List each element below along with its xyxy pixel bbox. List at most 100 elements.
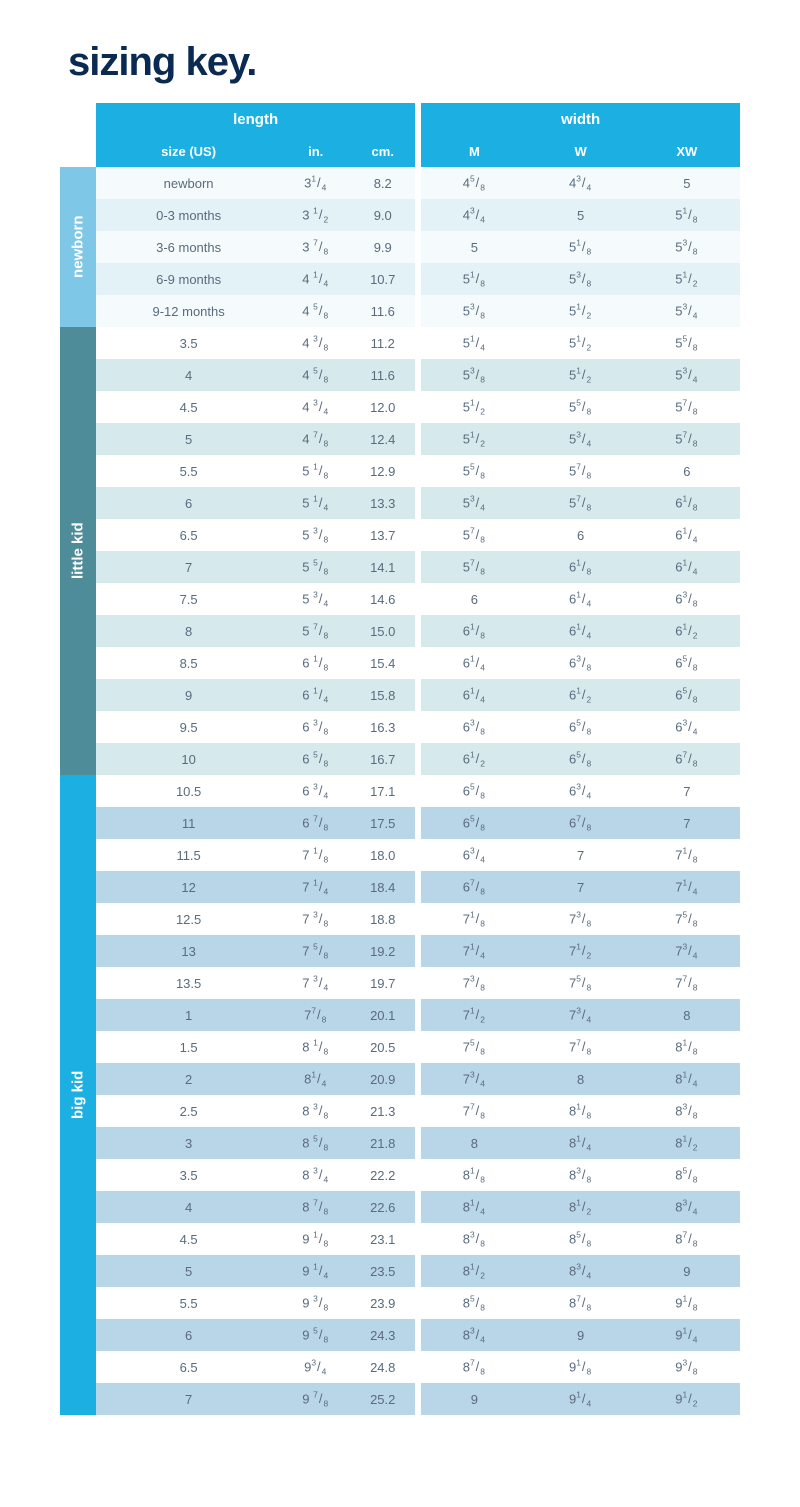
cell-size: 9-12 months bbox=[96, 295, 281, 327]
cell-m: 71/2 bbox=[421, 999, 527, 1031]
cell-m: 55/8 bbox=[421, 455, 527, 487]
header-length: length bbox=[96, 103, 415, 135]
cell-cm: 9.0 bbox=[350, 199, 415, 231]
cell-cm: 24.3 bbox=[350, 1319, 415, 1351]
cell-size: 4 bbox=[96, 359, 281, 391]
table-row: 106 5/816.761/265/867/8 bbox=[60, 743, 740, 775]
cell-cm: 23.5 bbox=[350, 1255, 415, 1287]
cell-in: 9 1/8 bbox=[281, 1223, 350, 1255]
table-row: 281/420.973/4881/4 bbox=[60, 1063, 740, 1095]
cell-size: 8 bbox=[96, 615, 281, 647]
cell-w: 61/4 bbox=[527, 583, 633, 615]
cell-in: 6 3/8 bbox=[281, 711, 350, 743]
page-title: sizing key. bbox=[68, 40, 740, 85]
cell-xw: 85/8 bbox=[634, 1159, 740, 1191]
cell-size: 10.5 bbox=[96, 775, 281, 807]
cell-xw: 75/8 bbox=[634, 903, 740, 935]
cell-xw: 51/8 bbox=[634, 199, 740, 231]
cell-in: 6 1/4 bbox=[281, 679, 350, 711]
cell-in: 5 3/4 bbox=[281, 583, 350, 615]
table-row: 5.59 3/823.985/887/891/8 bbox=[60, 1287, 740, 1319]
cell-size: 2.5 bbox=[96, 1095, 281, 1127]
header-width: width bbox=[421, 103, 740, 135]
cell-w: 53/8 bbox=[527, 263, 633, 295]
cell-xw: 61/8 bbox=[634, 487, 740, 519]
cell-cm: 17.1 bbox=[350, 775, 415, 807]
cell-w: 51/2 bbox=[527, 359, 633, 391]
cell-xw: 87/8 bbox=[634, 1223, 740, 1255]
cell-size: 6.5 bbox=[96, 519, 281, 551]
cell-w: 65/8 bbox=[527, 711, 633, 743]
cell-xw: 5 bbox=[634, 167, 740, 199]
header-cm: cm. bbox=[350, 135, 415, 167]
table-row: 3.58 3/422.281/883/885/8 bbox=[60, 1159, 740, 1191]
cell-size: 11.5 bbox=[96, 839, 281, 871]
cell-xw: 53/4 bbox=[634, 359, 740, 391]
cell-m: 73/4 bbox=[421, 1063, 527, 1095]
cell-m: 67/8 bbox=[421, 871, 527, 903]
cell-m: 71/4 bbox=[421, 935, 527, 967]
cell-m: 57/8 bbox=[421, 519, 527, 551]
cell-size: 10 bbox=[96, 743, 281, 775]
cell-in: 9 1/4 bbox=[281, 1255, 350, 1287]
table-row: 85 7/815.061/861/461/2 bbox=[60, 615, 740, 647]
cell-xw: 91/8 bbox=[634, 1287, 740, 1319]
cell-size: 13 bbox=[96, 935, 281, 967]
cell-xw: 71/4 bbox=[634, 871, 740, 903]
table-row: 6.593/424.887/891/893/8 bbox=[60, 1351, 740, 1383]
cell-in: 6 5/8 bbox=[281, 743, 350, 775]
cell-size: 3.5 bbox=[96, 1159, 281, 1191]
cell-cm: 14.1 bbox=[350, 551, 415, 583]
table-row: 127 1/418.467/8771/4 bbox=[60, 871, 740, 903]
cell-w: 7 bbox=[527, 839, 633, 871]
cell-m: 57/8 bbox=[421, 551, 527, 583]
cell-size: 7.5 bbox=[96, 583, 281, 615]
cell-xw: 63/4 bbox=[634, 711, 740, 743]
cell-cm: 20.5 bbox=[350, 1031, 415, 1063]
cell-w: 71/2 bbox=[527, 935, 633, 967]
cell-xw: 91/4 bbox=[634, 1319, 740, 1351]
cell-in: 7 3/8 bbox=[281, 903, 350, 935]
table-row: 96 1/415.861/461/265/8 bbox=[60, 679, 740, 711]
cell-m: 45/8 bbox=[421, 167, 527, 199]
cell-size: 1 bbox=[96, 999, 281, 1031]
table-row: 2.58 3/821.377/881/883/8 bbox=[60, 1095, 740, 1127]
cell-w: 9 bbox=[527, 1319, 633, 1351]
cell-m: 63/4 bbox=[421, 839, 527, 871]
cell-cm: 16.7 bbox=[350, 743, 415, 775]
cell-m: 85/8 bbox=[421, 1287, 527, 1319]
table-row: 137 5/819.271/471/273/4 bbox=[60, 935, 740, 967]
table-row: 48 7/822.681/481/283/4 bbox=[60, 1191, 740, 1223]
cell-cm: 20.1 bbox=[350, 999, 415, 1031]
cell-in: 7 5/8 bbox=[281, 935, 350, 967]
table-row: 5.55 1/812.955/857/86 bbox=[60, 455, 740, 487]
cell-in: 8 3/8 bbox=[281, 1095, 350, 1127]
cell-size: 8.5 bbox=[96, 647, 281, 679]
cell-cm: 15.0 bbox=[350, 615, 415, 647]
table-row: 8.56 1/815.461/463/865/8 bbox=[60, 647, 740, 679]
cell-m: 53/4 bbox=[421, 487, 527, 519]
cell-in: 8 5/8 bbox=[281, 1127, 350, 1159]
cell-w: 51/2 bbox=[527, 295, 633, 327]
cell-in: 4 5/8 bbox=[281, 295, 350, 327]
table-row: newbornnewborn31/48.245/843/45 bbox=[60, 167, 740, 199]
cell-w: 81/8 bbox=[527, 1095, 633, 1127]
cell-w: 65/8 bbox=[527, 743, 633, 775]
cell-m: 53/8 bbox=[421, 359, 527, 391]
cell-xw: 8 bbox=[634, 999, 740, 1031]
cell-w: 55/8 bbox=[527, 391, 633, 423]
cell-w: 75/8 bbox=[527, 967, 633, 999]
cell-in: 6 3/4 bbox=[281, 775, 350, 807]
cell-cm: 18.0 bbox=[350, 839, 415, 871]
cell-size: 4 bbox=[96, 1191, 281, 1223]
cell-m: 87/8 bbox=[421, 1351, 527, 1383]
cell-xw: 61/4 bbox=[634, 519, 740, 551]
cell-cm: 12.4 bbox=[350, 423, 415, 455]
cell-size: 7 bbox=[96, 1383, 281, 1415]
cell-xw: 53/4 bbox=[634, 295, 740, 327]
cell-in: 5 5/8 bbox=[281, 551, 350, 583]
cell-size: 5.5 bbox=[96, 455, 281, 487]
cell-xw: 81/4 bbox=[634, 1063, 740, 1095]
cell-m: 83/8 bbox=[421, 1223, 527, 1255]
cell-in: 9 5/8 bbox=[281, 1319, 350, 1351]
